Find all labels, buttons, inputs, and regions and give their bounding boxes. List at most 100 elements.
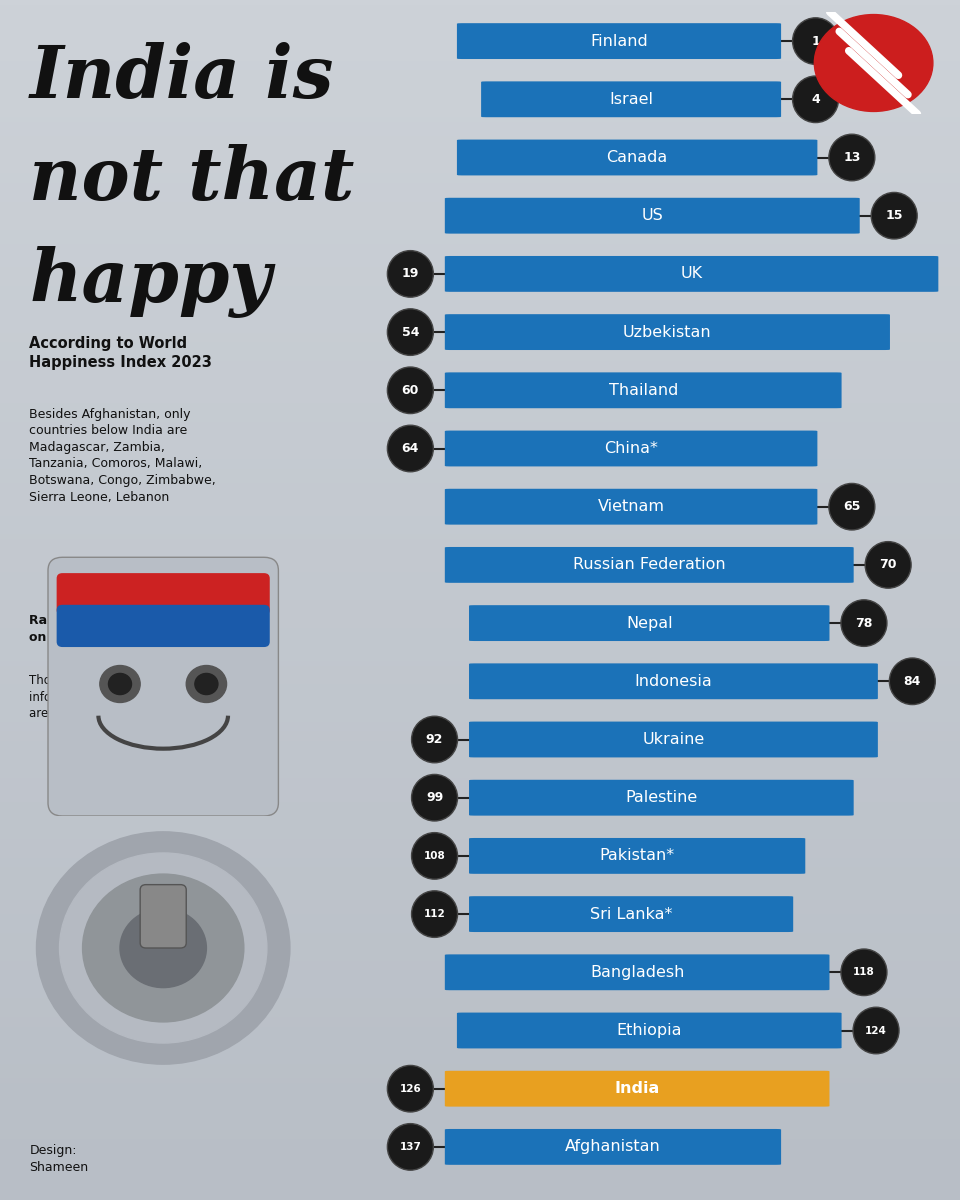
Text: Afghanistan: Afghanistan: [565, 1140, 660, 1154]
FancyBboxPatch shape: [469, 721, 877, 757]
Ellipse shape: [865, 541, 911, 588]
Circle shape: [60, 853, 267, 1043]
Text: According to World
Happiness Index 2023: According to World Happiness Index 2023: [30, 336, 212, 370]
FancyBboxPatch shape: [457, 1013, 842, 1049]
Ellipse shape: [412, 890, 458, 937]
Circle shape: [83, 874, 244, 1022]
Text: 124: 124: [865, 1026, 887, 1036]
Ellipse shape: [412, 716, 458, 763]
Text: Those with a * do not have survey
information in 2022. Their averages
are based : Those with a * do not have survey inform…: [30, 674, 242, 720]
FancyBboxPatch shape: [457, 139, 817, 175]
Text: Israel: Israel: [609, 91, 653, 107]
Text: 78: 78: [855, 617, 873, 630]
Text: Finland: Finland: [590, 34, 648, 48]
Text: Nepal: Nepal: [626, 616, 673, 631]
Text: Pakistan*: Pakistan*: [600, 848, 675, 864]
Text: Besides Afghanistan, only
countries below India are
Madagascar, Zambia,
Tanzania: Besides Afghanistan, only countries belo…: [30, 408, 216, 504]
Text: China*: China*: [604, 440, 658, 456]
Text: Vietnam: Vietnam: [598, 499, 664, 514]
Text: Ethiopia: Ethiopia: [616, 1022, 682, 1038]
FancyBboxPatch shape: [469, 780, 853, 816]
Ellipse shape: [388, 1066, 433, 1112]
FancyBboxPatch shape: [444, 547, 853, 583]
FancyBboxPatch shape: [444, 372, 842, 408]
FancyBboxPatch shape: [469, 605, 829, 641]
FancyBboxPatch shape: [444, 198, 860, 234]
Text: 15: 15: [885, 209, 903, 222]
FancyBboxPatch shape: [444, 314, 890, 350]
FancyBboxPatch shape: [57, 574, 270, 616]
Ellipse shape: [872, 192, 917, 239]
Text: 118: 118: [853, 967, 875, 977]
FancyBboxPatch shape: [444, 954, 829, 990]
Ellipse shape: [793, 18, 838, 65]
Text: 60: 60: [401, 384, 419, 397]
Text: 99: 99: [426, 791, 444, 804]
FancyBboxPatch shape: [469, 896, 793, 932]
Ellipse shape: [841, 600, 887, 647]
FancyBboxPatch shape: [481, 82, 781, 118]
Circle shape: [100, 666, 140, 702]
Ellipse shape: [793, 76, 838, 122]
Text: 65: 65: [843, 500, 860, 514]
Ellipse shape: [388, 367, 433, 414]
Text: 108: 108: [423, 851, 445, 860]
Ellipse shape: [828, 134, 875, 181]
Text: 84: 84: [903, 674, 921, 688]
Text: 1: 1: [811, 35, 820, 48]
Text: 92: 92: [426, 733, 444, 746]
Text: Design:
Shameen: Design: Shameen: [30, 1144, 88, 1174]
Text: UK: UK: [681, 266, 703, 281]
Circle shape: [108, 673, 132, 695]
FancyBboxPatch shape: [444, 431, 817, 467]
FancyBboxPatch shape: [444, 488, 817, 524]
Text: 4: 4: [811, 92, 820, 106]
Ellipse shape: [828, 484, 875, 530]
Text: Uzbekistan: Uzbekistan: [623, 324, 711, 340]
Text: Ranking of happiness based
on a 3-year average 2020-22: Ranking of happiness based on a 3-year a…: [30, 614, 232, 644]
Text: happy: happy: [30, 246, 272, 318]
Ellipse shape: [853, 1007, 899, 1054]
FancyBboxPatch shape: [469, 664, 877, 700]
FancyBboxPatch shape: [444, 1070, 829, 1106]
FancyBboxPatch shape: [457, 23, 781, 59]
Ellipse shape: [841, 949, 887, 996]
Text: 137: 137: [399, 1142, 421, 1152]
FancyBboxPatch shape: [57, 605, 270, 647]
Text: not that: not that: [30, 144, 355, 215]
Text: India: India: [614, 1081, 660, 1097]
FancyBboxPatch shape: [469, 838, 805, 874]
Text: 70: 70: [879, 558, 897, 571]
Ellipse shape: [412, 774, 458, 821]
Ellipse shape: [388, 308, 433, 355]
Text: US: US: [641, 208, 663, 223]
Text: Sri Lanka*: Sri Lanka*: [589, 907, 672, 922]
Circle shape: [186, 666, 227, 702]
Ellipse shape: [388, 1123, 433, 1170]
Text: 126: 126: [399, 1084, 421, 1093]
Text: Palestine: Palestine: [625, 790, 698, 805]
Ellipse shape: [388, 425, 433, 472]
Text: 54: 54: [401, 325, 420, 338]
Text: Russian Federation: Russian Federation: [573, 557, 726, 572]
FancyBboxPatch shape: [140, 884, 186, 948]
Ellipse shape: [388, 251, 433, 298]
Text: Bangladesh: Bangladesh: [590, 965, 684, 979]
Text: Canada: Canada: [607, 150, 668, 164]
Ellipse shape: [889, 658, 935, 704]
Circle shape: [36, 832, 290, 1064]
Text: 19: 19: [401, 268, 419, 281]
FancyBboxPatch shape: [444, 1129, 781, 1165]
Text: 64: 64: [401, 442, 419, 455]
Circle shape: [120, 908, 206, 988]
FancyBboxPatch shape: [444, 256, 938, 292]
FancyBboxPatch shape: [48, 557, 278, 816]
Circle shape: [195, 673, 218, 695]
Text: 112: 112: [423, 910, 445, 919]
Ellipse shape: [412, 833, 458, 880]
Text: Ukraine: Ukraine: [642, 732, 705, 746]
Text: 13: 13: [843, 151, 860, 164]
Text: Thailand: Thailand: [609, 383, 678, 397]
Text: India is: India is: [30, 42, 334, 113]
Circle shape: [814, 14, 933, 112]
